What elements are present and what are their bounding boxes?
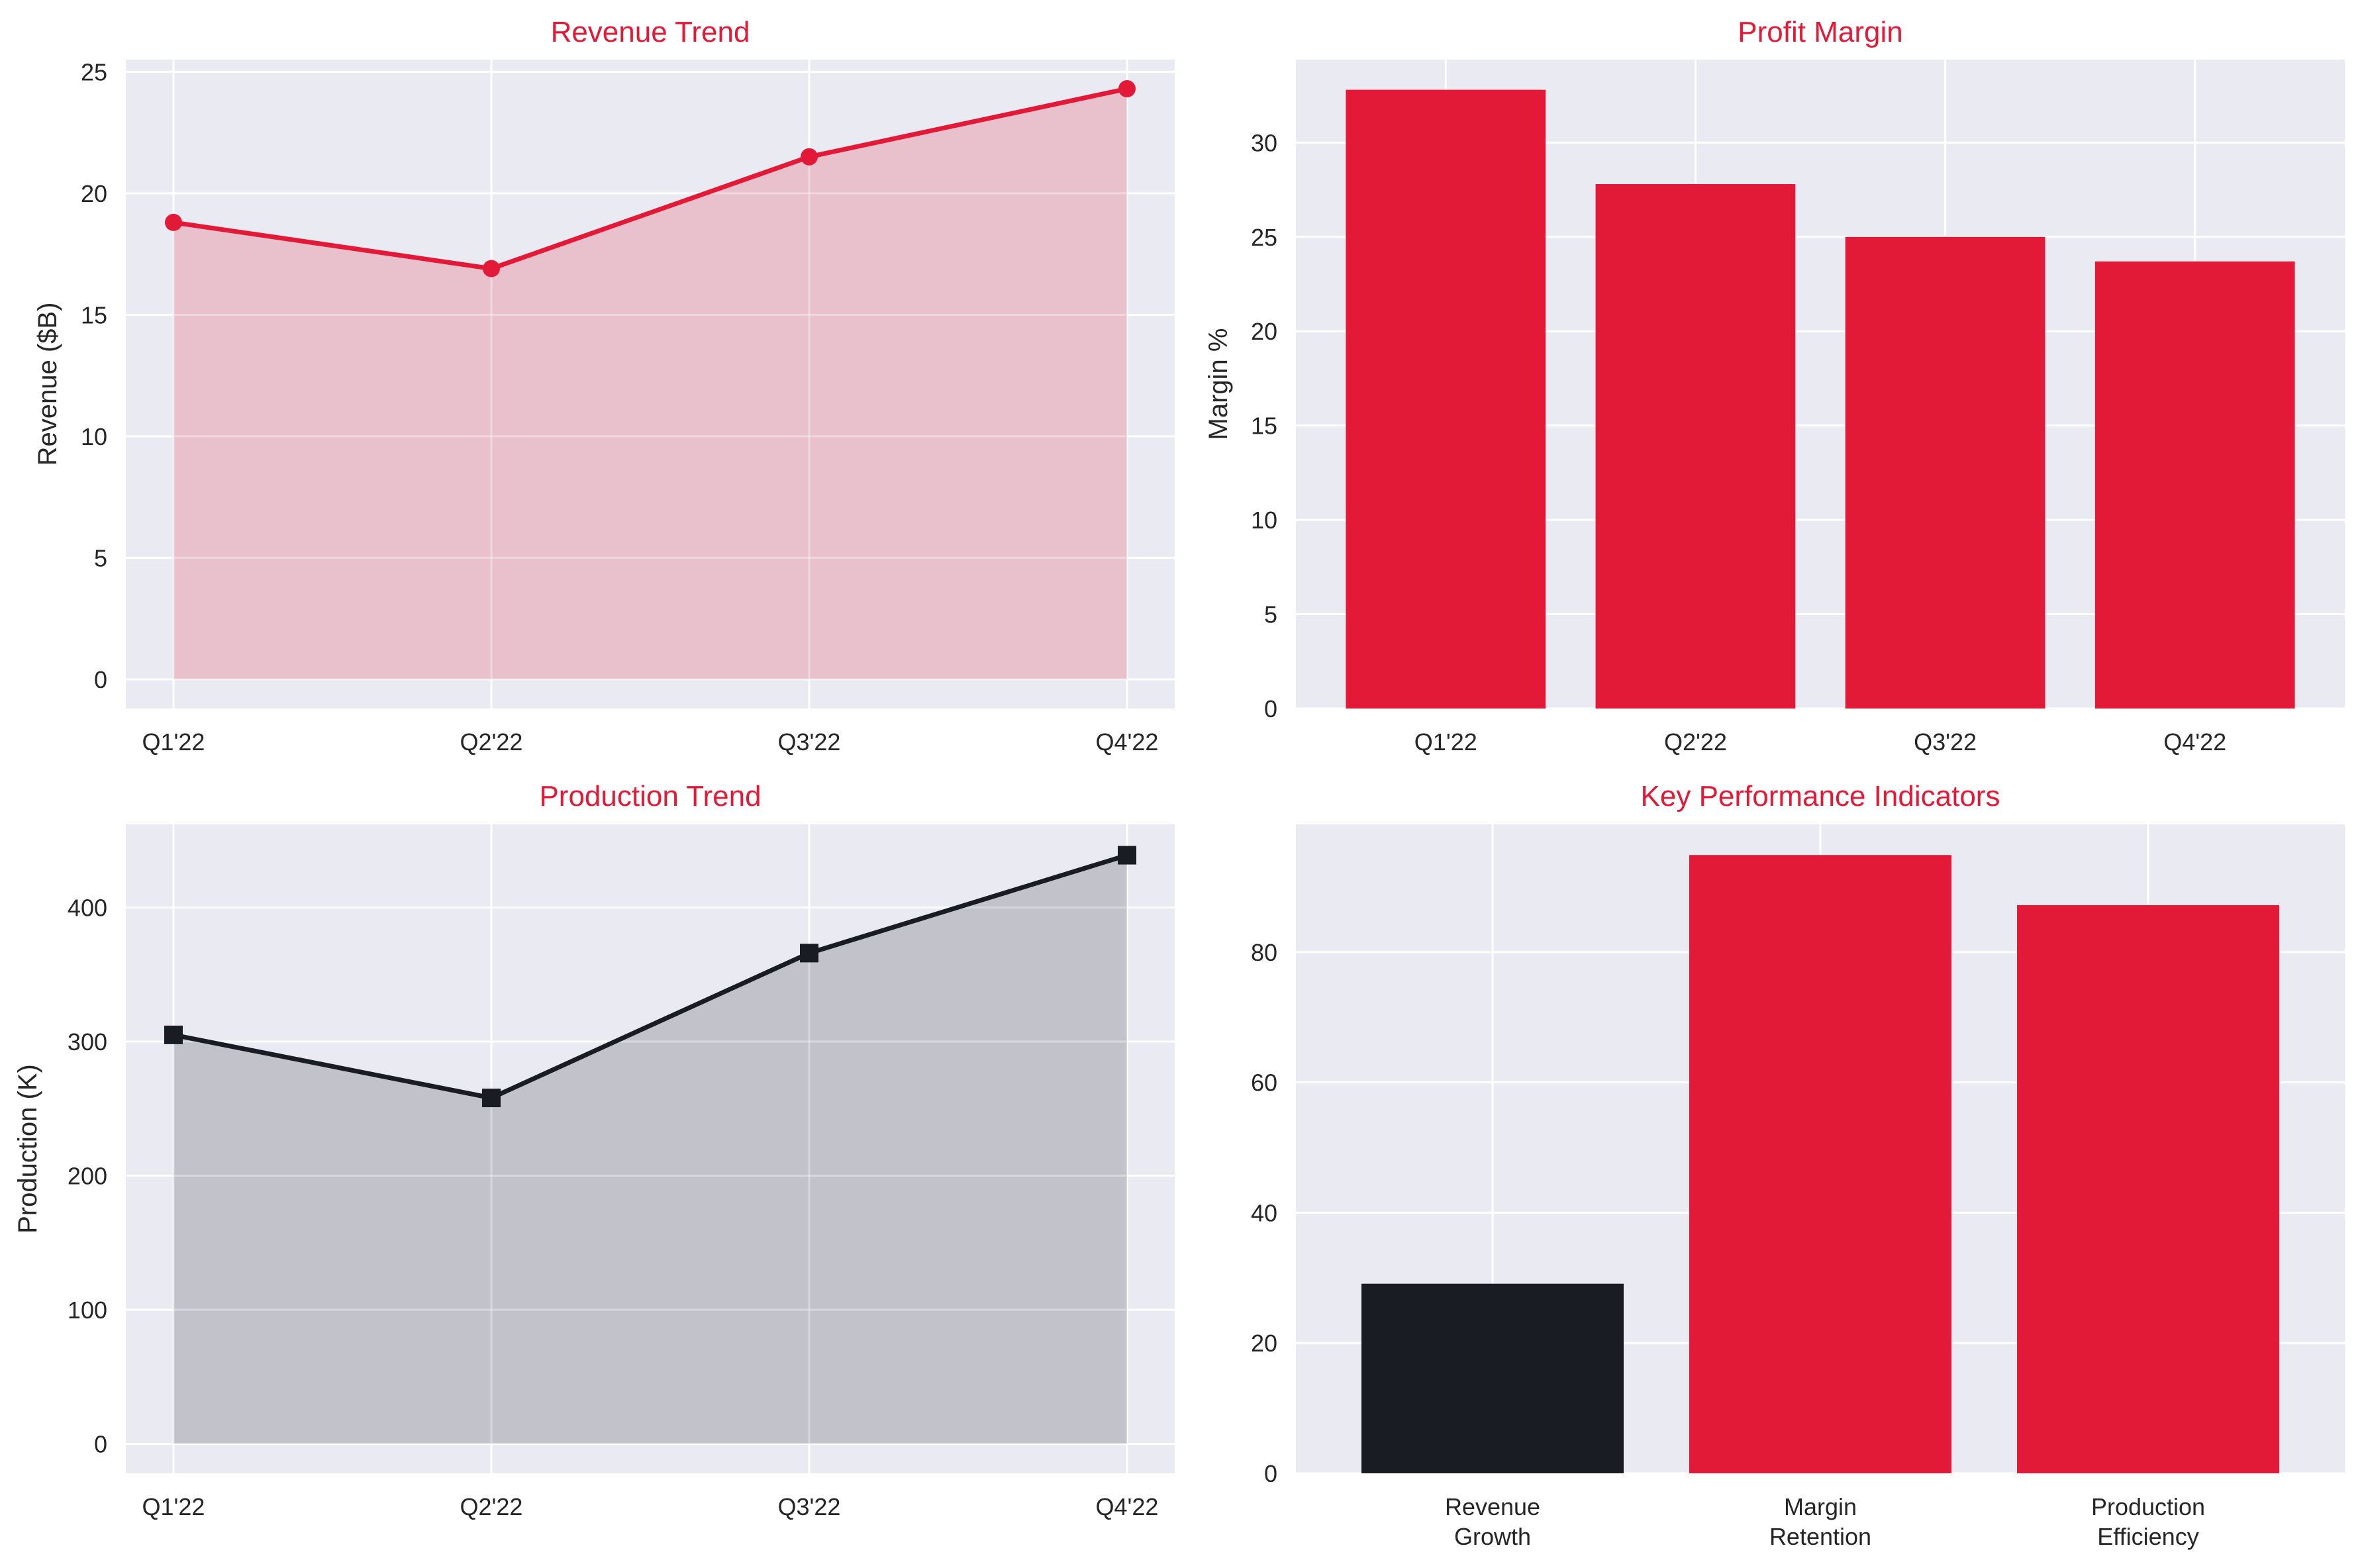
chart-panel-4: 0 20 40 60 80 Revenue Growth Margin Retention Pro… <box>1251 780 2345 1550</box>
y-tick-label: 20 <box>1251 1330 1277 1357</box>
chart-panel-3: 0 100 200 300 400 Q1'22 Q2'22 Q3'22 Q4'22 Product… <box>13 780 1175 1520</box>
y-tick-label: 300 <box>68 1028 107 1055</box>
y-tick-label: 0 <box>1264 1460 1277 1487</box>
y-tick-label: 30 <box>1251 129 1277 156</box>
y-tick-label: 200 <box>68 1162 107 1189</box>
y-tick-label: 15 <box>81 301 107 328</box>
data-point <box>801 148 818 166</box>
chart-panel-1: 0 5 10 15 20 25 Q1'22 Q2'22 Q3'22 Q4'22 Revenue Tr… <box>33 16 1175 756</box>
bar <box>1595 184 1796 709</box>
data-point <box>165 213 182 231</box>
area-fill <box>173 89 1127 679</box>
data-point <box>1118 80 1136 98</box>
y-tick-label: 5 <box>94 544 107 571</box>
data-point <box>483 260 500 277</box>
x-tick-label-line: Margin <box>1784 1493 1857 1520</box>
area-fill <box>173 855 1127 1444</box>
bar <box>1689 855 1951 1473</box>
y-tick-label: 5 <box>1264 601 1277 628</box>
y-tick-label: 25 <box>1251 224 1277 251</box>
chart-panel-2: 0 5 10 15 20 25 30 Q1'22 Q2'22 Q3'22 Q4'22 Profit M… <box>1204 16 2345 756</box>
y-tick-label: 60 <box>1251 1069 1277 1097</box>
series-line <box>173 86 1128 271</box>
y-tick-label: 10 <box>81 423 107 450</box>
y-tick-label: 0 <box>1264 695 1277 722</box>
x-tick-label-line: Growth <box>1454 1523 1531 1550</box>
data-point <box>1118 846 1136 865</box>
x-tick-label: Q2'22 <box>460 1493 523 1520</box>
bar <box>1845 236 2045 709</box>
bar <box>1361 1283 1624 1473</box>
x-tick-label: Q2'22 <box>1664 728 1727 756</box>
x-tick-label: Production Efficiency <box>2091 1493 2205 1550</box>
y-tick-label: 20 <box>81 180 107 207</box>
chart-title: Production Trend <box>539 780 761 812</box>
data-point <box>164 1025 183 1044</box>
y-tick-label: 100 <box>68 1297 107 1324</box>
x-tick-label: Q3'22 <box>778 728 841 756</box>
y-tick-label: 15 <box>1251 413 1277 440</box>
series-line <box>173 853 1128 1101</box>
x-tick-label: Q2'22 <box>460 728 523 756</box>
chart-title: Key Performance Indicators <box>1641 780 2000 812</box>
data-point <box>482 1089 501 1108</box>
x-tick-label-line: Production <box>2091 1493 2205 1520</box>
x-tick-label: Q1'22 <box>142 1493 205 1520</box>
y-tick-label: 0 <box>94 1430 107 1457</box>
y-axis-label: Margin % <box>1204 328 1233 440</box>
x-tick-label: Q4'22 <box>1096 1493 1159 1520</box>
y-tick-label: 40 <box>1251 1199 1277 1226</box>
bar <box>2017 905 2279 1473</box>
y-tick-label: 0 <box>94 666 107 693</box>
y-tick-label: 400 <box>68 895 107 922</box>
x-tick-label: Q4'22 <box>1096 728 1159 756</box>
y-tick-label: 25 <box>81 58 107 85</box>
x-tick-label: Q3'22 <box>1914 728 1977 756</box>
x-tick-label: Q3'22 <box>778 1493 841 1520</box>
bar <box>2094 261 2295 709</box>
x-tick-label-line: Efficiency <box>2097 1523 2198 1550</box>
bar <box>1346 89 1546 709</box>
x-tick-label-line: Retention <box>1769 1523 1871 1550</box>
x-tick-label: Margin Retention <box>1769 1493 1871 1550</box>
y-axis-label: Revenue ($B) <box>33 303 62 466</box>
x-tick-label: Q1'22 <box>1414 728 1477 756</box>
x-tick-label: Revenue Growth <box>1445 1493 1540 1550</box>
y-tick-label: 10 <box>1251 507 1277 534</box>
chart-title: Profit Margin <box>1738 16 1902 48</box>
x-tick-label-line: Revenue <box>1445 1493 1540 1520</box>
chart-title: Revenue Trend <box>551 16 750 48</box>
x-tick-label: Q1'22 <box>142 728 205 756</box>
x-tick-label: Q4'22 <box>2163 728 2226 756</box>
y-axis-label: Production (K) <box>13 1064 42 1234</box>
y-tick-label: 80 <box>1251 939 1277 966</box>
y-tick-label: 20 <box>1251 318 1277 345</box>
data-point <box>800 944 818 963</box>
